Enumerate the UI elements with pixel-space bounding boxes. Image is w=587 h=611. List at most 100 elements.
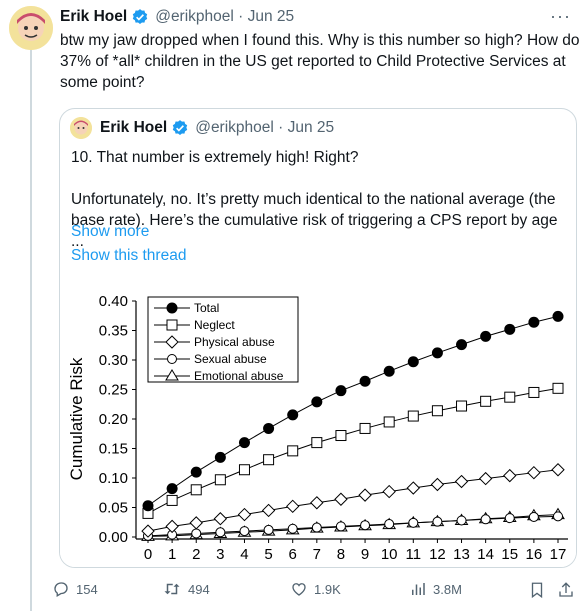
- x-tick-label: 7: [313, 546, 321, 563]
- data-point: [432, 516, 443, 527]
- dot-separator: ·: [233, 8, 248, 25]
- data-point: [263, 454, 275, 466]
- share-button[interactable]: [557, 580, 581, 600]
- repost-count: 494: [188, 581, 210, 597]
- data-point: [359, 375, 371, 387]
- y-tick-label: 0.25: [99, 382, 128, 399]
- bookmark-button[interactable]: [528, 580, 552, 600]
- data-point: [214, 474, 226, 486]
- data-point: [166, 483, 178, 495]
- data-point: [528, 316, 540, 328]
- more-options-icon[interactable]: ···: [550, 6, 571, 26]
- data-point: [311, 522, 322, 533]
- data-point: [456, 400, 468, 412]
- data-point: [527, 465, 541, 480]
- quote-avatar: [70, 117, 92, 139]
- data-point: [287, 445, 299, 457]
- quote-text: 10. That number is extremely high! Right…: [71, 147, 571, 252]
- data-point: [359, 422, 371, 434]
- data-point: [261, 503, 276, 518]
- series-line: [147, 469, 559, 532]
- reply-button[interactable]: 154: [52, 580, 98, 598]
- repost-icon: [164, 583, 180, 595]
- x-tick-label: 3: [216, 546, 224, 563]
- legend-label: Physical abuse: [194, 335, 275, 349]
- avatar[interactable]: [9, 6, 53, 50]
- x-tick-label: 12: [429, 546, 446, 563]
- legend-marker: [165, 335, 179, 349]
- data-point: [334, 492, 348, 506]
- data-point: [360, 520, 371, 531]
- data-point: [454, 474, 469, 489]
- views-button[interactable]: 3.8M: [409, 580, 462, 598]
- author-name[interactable]: Erik Hoel: [60, 8, 128, 25]
- data-point: [504, 391, 516, 403]
- legend-marker: [166, 302, 178, 314]
- tweet-date[interactable]: Jun 25: [247, 8, 295, 25]
- legend-label: Emotional abuse: [194, 369, 284, 383]
- quote-tweet-card[interactable]: Erik Hoel @erikphoel · Jun 25 10. That n…: [59, 108, 577, 568]
- data-point: [407, 356, 419, 368]
- data-point: [141, 524, 155, 538]
- like-button[interactable]: 1.9K: [290, 580, 341, 598]
- data-point: [480, 514, 491, 525]
- data-point: [238, 464, 250, 476]
- legend-marker: [167, 354, 177, 364]
- y-tick-label: 0.30: [99, 352, 128, 369]
- x-tick-label: 5: [264, 546, 272, 563]
- data-point: [551, 463, 565, 477]
- data-point: [430, 477, 445, 492]
- quote-paragraph: 10. That number is extremely high! Right…: [71, 149, 359, 166]
- data-point: [504, 323, 516, 335]
- data-point: [287, 523, 298, 534]
- legend-marker: [165, 369, 179, 381]
- data-point: [504, 513, 515, 524]
- data-point: [166, 494, 178, 506]
- y-tick-label: 0.05: [99, 500, 128, 517]
- data-point: [384, 519, 395, 530]
- data-point: [335, 521, 346, 532]
- x-tick-label: 0: [144, 546, 152, 563]
- x-tick-label: 4: [240, 546, 248, 563]
- data-point: [552, 310, 564, 322]
- views-chart-icon: [412, 583, 425, 595]
- show-thread-link[interactable]: Show this thread: [71, 247, 187, 264]
- y-tick-label: 0.40: [99, 293, 128, 310]
- data-point: [382, 484, 396, 499]
- data-point: [213, 512, 228, 526]
- legend-label: Sexual abuse: [194, 352, 267, 366]
- chart-image[interactable]: 0.00 0.05 0.10 0.15 0.20 0.25 0.30 0.35 0.40 0 1 2 3…: [60, 279, 576, 567]
- y-tick-label: 0.35: [99, 323, 128, 340]
- y-tick-label: 0.20: [99, 411, 128, 428]
- data-point: [358, 488, 372, 502]
- data-point: [239, 526, 250, 537]
- data-point: [528, 386, 540, 398]
- data-point: [503, 468, 517, 483]
- data-point: [480, 395, 492, 407]
- show-more-link[interactable]: Show more: [71, 223, 150, 240]
- verified-badge-icon: [173, 120, 188, 135]
- x-tick-label: 6: [289, 546, 297, 563]
- repost-button[interactable]: 494: [162, 580, 210, 598]
- y-tick-label: 0.10: [99, 470, 128, 487]
- data-point: [553, 511, 563, 522]
- y-tick-label: 0.00: [99, 529, 128, 546]
- data-point: [237, 507, 252, 522]
- dot-separator: ·: [273, 119, 288, 136]
- data-point: [311, 437, 323, 449]
- data-point: [528, 511, 539, 522]
- reply-count: 154: [76, 581, 98, 597]
- verified-badge-icon: [133, 9, 148, 24]
- quote-paragraph: Unfortunately, no. It’s pretty much iden…: [71, 191, 558, 250]
- bookmark-icon: [531, 582, 543, 599]
- data-point: [190, 484, 202, 496]
- quote-header: Erik Hoel @erikphoel · Jun 25: [100, 117, 334, 139]
- data-point: [335, 385, 347, 397]
- legend-label: Total: [194, 301, 219, 315]
- x-tick-label: 8: [337, 546, 345, 563]
- data-point: [285, 499, 300, 514]
- x-tick-label: 11: [406, 546, 422, 563]
- data-point: [431, 405, 443, 417]
- data-point: [165, 519, 179, 534]
- author-handle[interactable]: @erikphoel: [155, 8, 234, 25]
